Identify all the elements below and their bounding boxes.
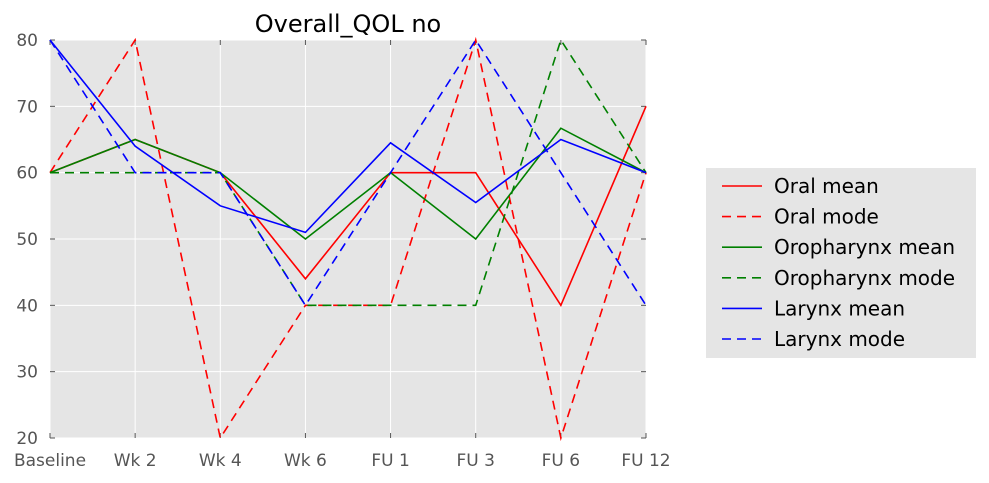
y-tick-label: 60 (16, 164, 38, 184)
x-tick-label: FU 1 (371, 451, 409, 471)
legend-box (706, 168, 976, 358)
y-tick-label: 70 (16, 97, 38, 117)
x-tick-label: FU 3 (456, 451, 494, 471)
series-line-oropharynx-mean (49, 127, 647, 241)
x-tick-label: Wk 4 (199, 451, 242, 471)
series-line-larynx-mode (49, 38, 647, 307)
legend-label: Oropharynx mean (774, 235, 955, 259)
series-line-oral-mode (49, 36, 647, 442)
axis-ticks: 20 30 40 50 60 70 80 Baseline Wk 2 Wk 4 Wk 6 FU 1 FU… (14, 31, 671, 471)
legend-label: Larynx mean (774, 296, 905, 320)
y-tick-label: 40 (16, 296, 38, 316)
x-tick-label: Baseline (14, 451, 86, 471)
legend-label: Oropharynx mode (774, 266, 955, 290)
y-tick-label: 80 (16, 31, 38, 51)
x-tick-label: FU 12 (621, 451, 670, 471)
legend-label: Oral mean (774, 174, 879, 198)
x-tick-label: Wk 6 (284, 451, 327, 471)
chart-title: Overall_QOL no (255, 10, 441, 38)
legend: Oral mean Oral mode Oropharynx mean Orophar… (706, 168, 976, 358)
y-tick-label: 20 (16, 429, 38, 449)
y-tick-label: 50 (16, 230, 38, 250)
series-lines (49, 36, 647, 442)
legend-label: Oral mode (774, 205, 879, 229)
x-tick-label: Wk 2 (114, 451, 157, 471)
legend-label: Larynx mode (774, 327, 905, 351)
x-tick-label: FU 6 (542, 451, 580, 471)
y-tick-label: 30 (16, 363, 38, 383)
